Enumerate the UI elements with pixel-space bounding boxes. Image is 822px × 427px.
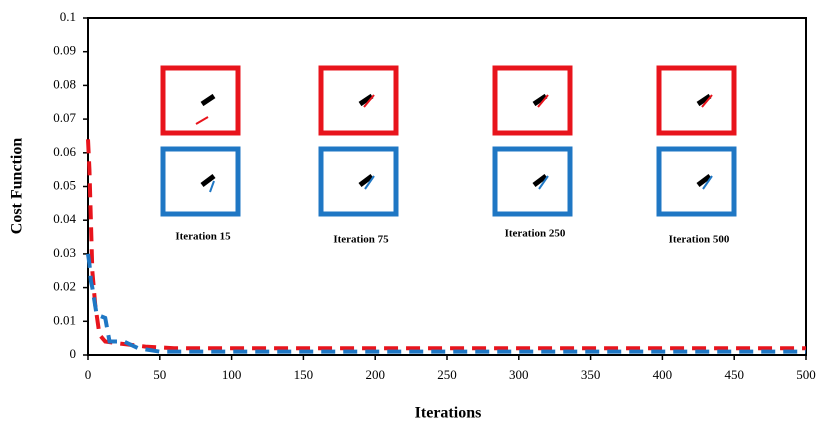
- annotation: Iteration 500: [669, 234, 730, 246]
- inset-blue-frame: [321, 149, 396, 214]
- inset-red-frame: [495, 68, 570, 133]
- inset-blue-frame: [495, 149, 570, 214]
- y-tick-label: 0.06: [53, 144, 76, 159]
- x-tick-label: 50: [153, 367, 166, 382]
- annotation: Iteration 75: [333, 234, 389, 246]
- x-tick-label: 100: [222, 367, 242, 382]
- x-tick-label: 350: [581, 367, 601, 382]
- y-tick-label: 0.05: [53, 177, 76, 192]
- y-tick-label: 0.04: [53, 211, 76, 226]
- y-tick-label: 0.01: [53, 312, 76, 327]
- x-axis-label: Iterations: [415, 405, 482, 422]
- x-tick-label: 450: [724, 367, 744, 382]
- y-tick-label: 0.07: [53, 110, 76, 125]
- inset-red-frame: [659, 68, 734, 133]
- inset-red-frame: [163, 68, 238, 133]
- x-tick-label: 200: [365, 367, 385, 382]
- y-tick-label: 0.1: [60, 9, 76, 24]
- y-tick-label: 0: [70, 346, 77, 361]
- annotation: Iteration 15: [175, 231, 231, 243]
- y-tick-label: 0.08: [53, 76, 76, 91]
- x-tick-label: 500: [796, 367, 816, 382]
- inset-blue-frame: [163, 149, 238, 214]
- x-tick-label: 0: [85, 367, 92, 382]
- y-tick-label: 0.02: [53, 279, 76, 294]
- x-tick-label: 400: [653, 367, 673, 382]
- x-tick-label: 300: [509, 367, 529, 382]
- y-tick-label: 0.03: [53, 245, 76, 260]
- x-tick-label: 250: [437, 367, 457, 382]
- x-tick-label: 150: [294, 367, 314, 382]
- inset-red-frame: [321, 68, 396, 133]
- annotation: Iteration 250: [505, 228, 566, 240]
- page: {"chart_data": {"type": "line", "xlabel"…: [0, 0, 822, 427]
- chart: Iterations Cost Function 0 0.01 0.02 0.03 0.…: [0, 0, 822, 427]
- y-axis-label: Cost Function: [9, 138, 26, 235]
- inset-blue-frame: [659, 149, 734, 214]
- series-line: [88, 254, 806, 352]
- y-tick-label: 0.09: [53, 43, 76, 58]
